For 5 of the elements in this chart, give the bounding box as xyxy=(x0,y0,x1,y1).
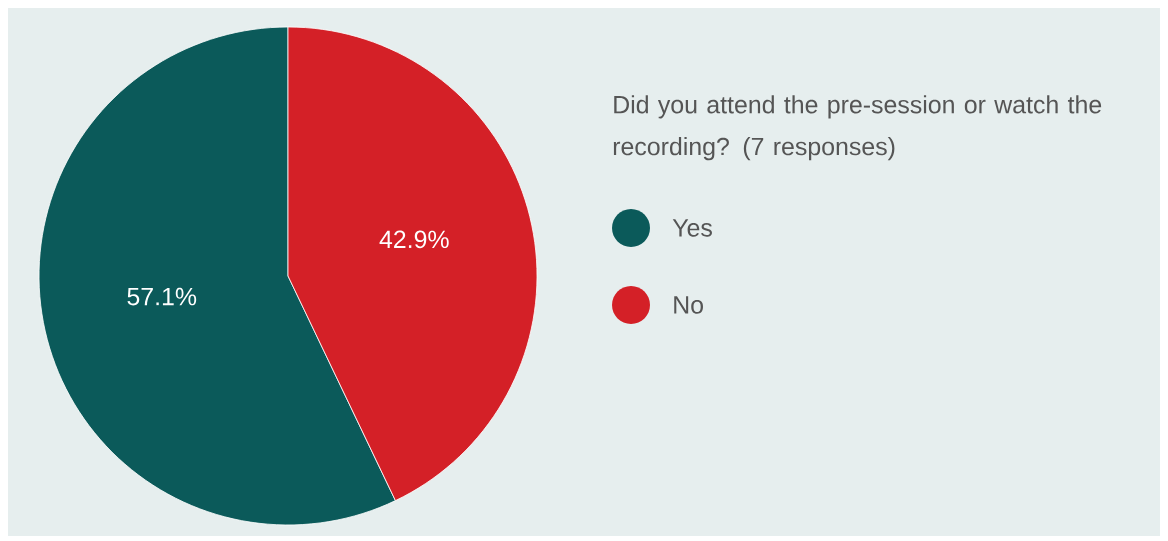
legend-title: Did you attend the pre-session or watch the recording? (7 responses) xyxy=(613,95,1102,161)
legend-label: Yes xyxy=(672,219,712,237)
data-label: 57.1% xyxy=(127,287,197,306)
data-label: 42.9% xyxy=(379,230,449,249)
legend-label: No xyxy=(674,296,703,314)
